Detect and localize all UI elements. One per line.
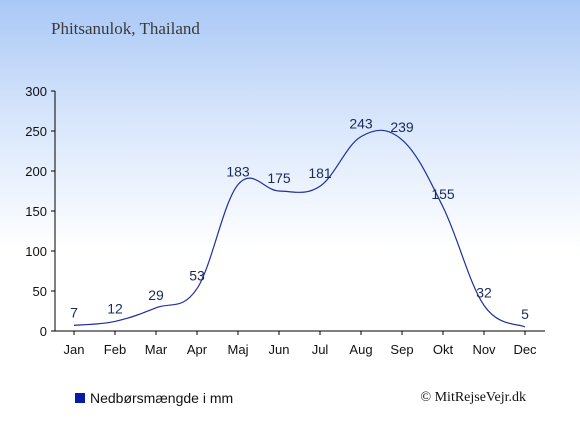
x-tick-label: Okt <box>433 342 454 357</box>
y-tick-label: 250 <box>25 124 47 139</box>
data-label: 29 <box>148 287 164 303</box>
x-tick-label: Dec <box>513 342 537 357</box>
y-tick-label: 100 <box>25 244 47 259</box>
x-tick-label: Apr <box>187 342 208 357</box>
data-label: 155 <box>431 186 455 202</box>
legend-label: Nedbørsmængde i mm <box>90 390 234 406</box>
y-tick-label: 50 <box>33 284 47 299</box>
x-tick-label: Jul <box>312 342 329 357</box>
value-labels: 7 12 29 53 183 175 181 243 239 155 32 5 <box>70 116 529 322</box>
legend-swatch <box>75 393 85 403</box>
data-label: 183 <box>226 164 250 180</box>
x-tick-label: Sep <box>390 342 413 357</box>
x-tick-label: Jun <box>269 342 290 357</box>
x-tick-label: Jan <box>64 342 85 357</box>
series-layer <box>73 129 526 328</box>
data-label: 181 <box>308 165 332 181</box>
data-label: 243 <box>349 116 373 132</box>
data-label: 239 <box>390 119 414 135</box>
chart-title: Phitsanulok, Thailand <box>51 19 200 38</box>
y-tick-label: 200 <box>25 164 47 179</box>
data-label: 12 <box>107 300 123 316</box>
x-tick-label: Nov <box>472 342 496 357</box>
x-tick-label: Maj <box>228 342 249 357</box>
x-tick-label: Mar <box>145 342 168 357</box>
axes: 0 50 100 150 200 250 300 Jan Feb Mar Apr Maj Jun Jul A… <box>25 84 545 357</box>
y-tick-label: 300 <box>25 84 47 99</box>
rainfall-line <box>73 129 526 328</box>
y-tick-label: 150 <box>25 204 47 219</box>
data-label: 53 <box>189 268 205 284</box>
data-label: 175 <box>267 170 291 186</box>
legend: Nedbørsmængde i mm <box>75 390 233 406</box>
credit-text: © MitRejseVejr.dk <box>420 390 526 405</box>
data-label: 32 <box>476 284 492 300</box>
data-label: 7 <box>70 304 78 320</box>
x-tick-label: Feb <box>104 342 126 357</box>
x-tick-label: Aug <box>349 342 372 357</box>
y-tick-label: 0 <box>40 324 47 339</box>
data-label: 5 <box>521 306 529 322</box>
